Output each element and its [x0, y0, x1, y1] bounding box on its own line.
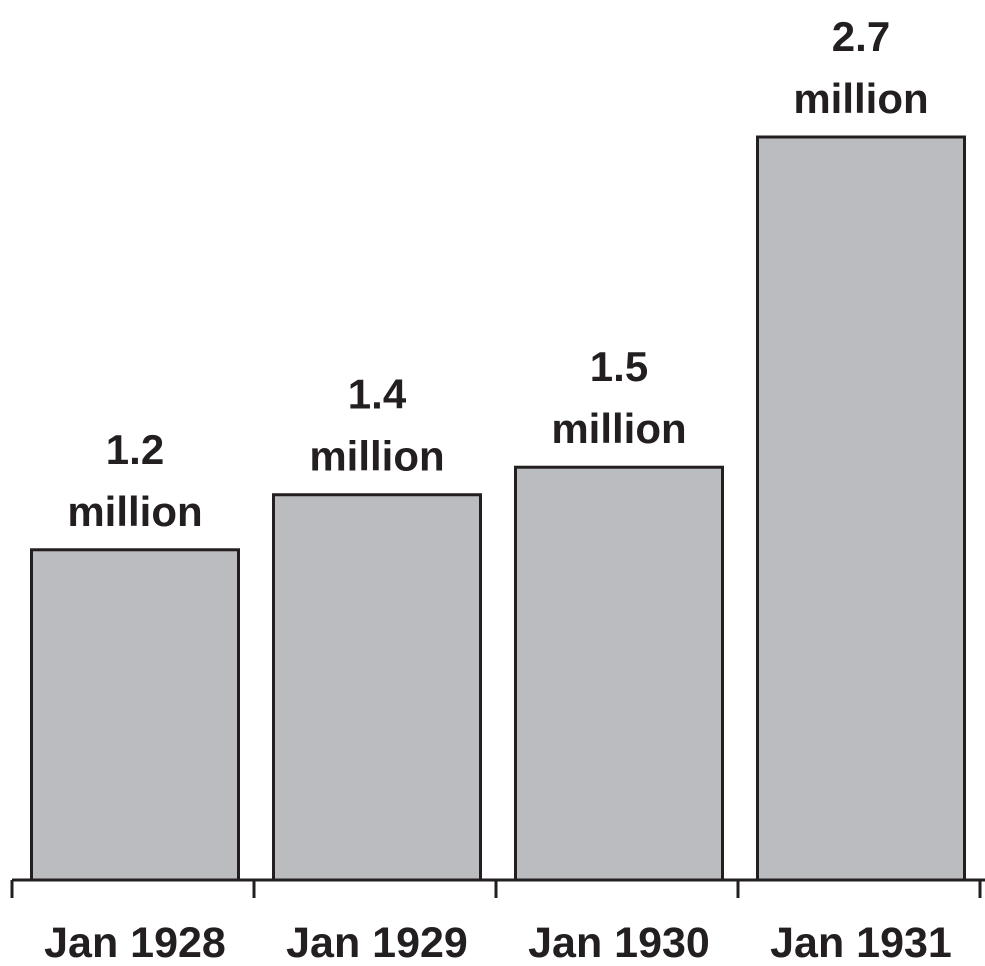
data-label: 1.4 — [348, 371, 407, 418]
data-label: 1.2 — [106, 426, 164, 473]
data-label: million — [309, 433, 444, 480]
x-tick-label: Jan 1929 — [286, 919, 468, 966]
data-label: million — [67, 488, 202, 535]
bar — [272, 493, 482, 882]
x-tick-label: Jan 1930 — [528, 919, 710, 966]
x-tick-label: Jan 1931 — [770, 919, 952, 966]
bars-group — [30, 135, 966, 882]
x-axis-ticks — [10, 880, 982, 898]
bar — [514, 465, 724, 882]
data-label: 2.7 — [832, 13, 890, 60]
data-label: million — [793, 75, 928, 122]
x-tick-label: Jan 1928 — [44, 919, 226, 966]
category-labels-group: Jan 1928 Jan 1929 Jan 1930 Jan 1931 — [44, 919, 952, 966]
data-label: 1.5 — [590, 343, 648, 390]
data-label: million — [551, 405, 686, 452]
bar — [756, 135, 966, 882]
bar — [30, 548, 240, 882]
value-labels-group: 1.2 million 1.4 million 1.5 million 2.7 million — [67, 13, 928, 535]
